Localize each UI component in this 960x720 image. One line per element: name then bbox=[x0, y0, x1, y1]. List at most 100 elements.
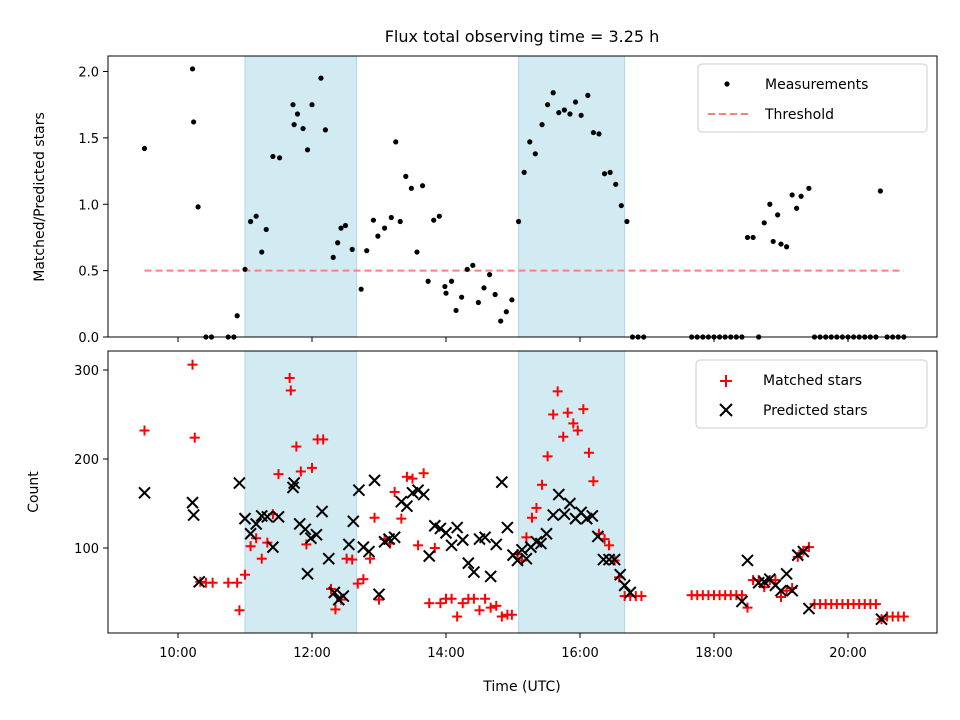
predicted-star-point-71 bbox=[597, 553, 610, 566]
bottom-y-tick-label-1: 200 bbox=[74, 453, 99, 468]
top-y-tick-label-4: 2.0 bbox=[78, 66, 99, 81]
predicted-star-point-61 bbox=[540, 527, 553, 540]
predicted-star-stroke-b bbox=[515, 543, 529, 556]
predicted-star-stroke-b bbox=[342, 538, 356, 551]
predicted-star-point-69 bbox=[586, 509, 599, 523]
measurement-point-15 bbox=[277, 155, 283, 161]
measurement-point-0 bbox=[141, 145, 148, 152]
predicted-star-point-45 bbox=[456, 533, 469, 547]
measurement-point-45 bbox=[443, 290, 449, 296]
measurement-point-116 bbox=[877, 188, 883, 194]
measurement-point-26 bbox=[338, 225, 344, 231]
measurement-point-34 bbox=[388, 214, 394, 221]
measurement-point-53 bbox=[486, 272, 493, 278]
predicted-star-stroke-b bbox=[484, 570, 497, 583]
matched-star-point-10 bbox=[245, 541, 256, 552]
measurement-point-56 bbox=[503, 309, 509, 315]
matched-star-point-15 bbox=[273, 469, 284, 480]
matched-star-point-1 bbox=[187, 359, 198, 370]
measurement-point-67 bbox=[567, 111, 573, 117]
measurement-point-41 bbox=[425, 278, 431, 284]
predicted-star-point-2 bbox=[187, 508, 200, 522]
predicted-star-point-38 bbox=[417, 488, 430, 501]
matched-star-point-57 bbox=[506, 609, 517, 620]
measurement-point-28 bbox=[349, 246, 355, 252]
predicted-star-point-6 bbox=[244, 527, 257, 540]
predicted-star-point-62 bbox=[546, 508, 560, 522]
predicted-star-point-19 bbox=[315, 505, 329, 518]
matched-star-point-66 bbox=[552, 386, 563, 397]
chart-title: Flux total observing time = 3.25 h bbox=[385, 27, 660, 46]
matched-star-point-19 bbox=[295, 466, 306, 477]
measurement-point-58 bbox=[515, 218, 522, 225]
predicted-star-point-3 bbox=[193, 575, 206, 589]
matched-star-point-71 bbox=[578, 404, 589, 415]
matched-star-points bbox=[139, 359, 909, 625]
top-panel: 0.00.51.01.52.0 Matched/Predicted stars … bbox=[32, 55, 938, 346]
predicted-star-point-39 bbox=[423, 549, 436, 563]
measurement-point-99 bbox=[783, 244, 790, 250]
bottom-plot-frame bbox=[107, 350, 938, 634]
measurement-point-49 bbox=[464, 266, 470, 272]
x-tick-label-2: 14:00 bbox=[427, 646, 464, 661]
predicted-star-stroke-b bbox=[534, 537, 548, 550]
predicted-star-point-57 bbox=[520, 552, 533, 565]
measurement-point-18 bbox=[294, 111, 301, 117]
measurement-point-96 bbox=[770, 238, 776, 245]
legend-threshold-label: Threshold bbox=[764, 107, 834, 123]
predicted-star-point-49 bbox=[478, 531, 492, 544]
matched-star-point-121 bbox=[898, 611, 909, 622]
predicted-star-stroke-b bbox=[193, 575, 206, 589]
predicted-star-point-15 bbox=[299, 523, 312, 536]
predicted-star-stroke-b bbox=[372, 588, 386, 601]
measurement-point-100 bbox=[789, 192, 795, 198]
predicted-star-point-4 bbox=[233, 476, 246, 490]
matched-star-point-69 bbox=[568, 418, 579, 429]
predicted-star-point-33 bbox=[388, 531, 401, 544]
predicted-star-point-20 bbox=[322, 552, 335, 565]
matched-star-point-51 bbox=[474, 605, 485, 616]
predicted-star-point-86 bbox=[791, 548, 804, 562]
predicted-star-stroke-b bbox=[574, 506, 588, 519]
measurement-point-30 bbox=[364, 248, 370, 254]
predicted-star-point-7 bbox=[249, 517, 263, 531]
bottom-y-tick-label-2: 300 bbox=[74, 364, 99, 379]
predicted-star-stroke-b bbox=[315, 505, 329, 518]
matched-star-point-100 bbox=[781, 585, 792, 596]
measurement-point-24 bbox=[330, 254, 336, 260]
predicted-star-stroke-b bbox=[249, 517, 263, 531]
measurement-point-95 bbox=[767, 201, 773, 207]
measurement-point-31 bbox=[370, 217, 377, 223]
top-y-axis-label: Matched/Predicted stars bbox=[32, 112, 48, 282]
matched-star-point-23 bbox=[318, 434, 329, 445]
predicted-star-point-28 bbox=[362, 545, 376, 558]
measurement-point-63 bbox=[545, 102, 551, 108]
predicted-star-point-0 bbox=[138, 486, 151, 500]
measurement-point-98 bbox=[778, 241, 784, 247]
matched-star-point-37 bbox=[396, 513, 407, 524]
predicted-star-point-64 bbox=[558, 507, 571, 521]
measurement-point-65 bbox=[556, 110, 562, 116]
predicted-star-stroke-b bbox=[244, 527, 257, 540]
predicted-star-stroke-b bbox=[563, 497, 577, 510]
measurement-point-39 bbox=[414, 249, 420, 255]
bottom-shaded-span-1 bbox=[518, 350, 626, 634]
matched-star-point-50 bbox=[468, 593, 479, 604]
predicted-star-point-13 bbox=[287, 476, 301, 490]
matched-star-point-67 bbox=[558, 431, 569, 442]
matched-star-point-52 bbox=[480, 593, 491, 604]
predicted-star-point-78 bbox=[741, 554, 754, 567]
predicted-star-point-70 bbox=[591, 530, 605, 543]
predicted-star-point-44 bbox=[450, 521, 464, 534]
predicted-star-stroke-b bbox=[186, 496, 199, 509]
matched-star-point-20 bbox=[301, 539, 312, 550]
predicted-star-stroke-b bbox=[138, 486, 151, 500]
measurement-point-47 bbox=[453, 307, 459, 314]
matched-star-point-42 bbox=[424, 598, 435, 609]
legend-measurements-label: Measurements bbox=[765, 77, 868, 93]
measurement-point-16 bbox=[290, 102, 296, 108]
predicted-star-stroke-b bbox=[530, 535, 543, 548]
predicted-star-point-76 bbox=[624, 586, 637, 599]
predicted-star-point-18 bbox=[310, 528, 323, 541]
measurement-point-20 bbox=[304, 147, 311, 153]
